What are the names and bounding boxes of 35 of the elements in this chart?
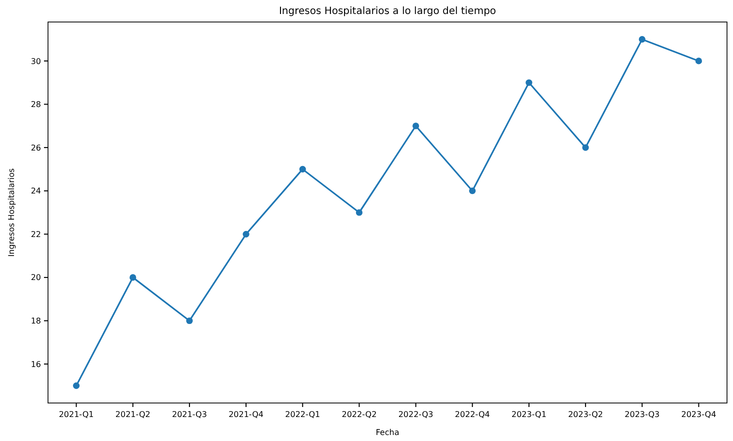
x-tick-label: 2023-Q3 [624,410,660,419]
point [469,188,476,194]
x-tick-label: 2021-Q1 [58,410,94,419]
y-tick-label: 20 [30,273,41,282]
point [186,317,193,324]
x-tick-label: 2021-Q4 [228,410,264,419]
point [72,382,80,389]
y-tick-label: 16 [30,360,41,369]
x-tick-label: 2022-Q3 [398,410,434,419]
chart-title: Ingresos Hospitalarios a lo largo del tiempo [278,6,496,17]
point [582,144,589,151]
x-tick-label: 2022-Q4 [454,410,490,419]
x-tick-label: 2023-Q4 [681,410,716,419]
point [130,274,136,281]
x-tick-label: 2022-Q1 [285,410,320,419]
x-tick-label: 2021-Q2 [115,410,150,419]
point [526,79,532,86]
x-tick-label: 2022-Q2 [342,410,377,419]
y-tick-label: 18 [30,316,41,326]
point [695,58,702,64]
y-axis-title: Ingresos Hospitalarios [7,168,16,257]
point [242,230,250,238]
x-tick-label: 2021-Q3 [172,410,207,419]
point [638,36,646,43]
point [299,166,306,173]
x-tick-label: 2023-Q1 [511,410,546,419]
x-tick-label: 2023-Q2 [568,410,604,419]
point [412,122,420,130]
point [356,209,363,216]
y-tick-label: 26 [30,143,41,152]
y-tick-label: 30 [30,56,41,66]
y-tick-label: 28 [30,100,41,110]
x-axis-title: Fecha [376,428,400,437]
y-tick-label: 22 [30,230,41,239]
y-tick-label: 24 [30,186,41,196]
